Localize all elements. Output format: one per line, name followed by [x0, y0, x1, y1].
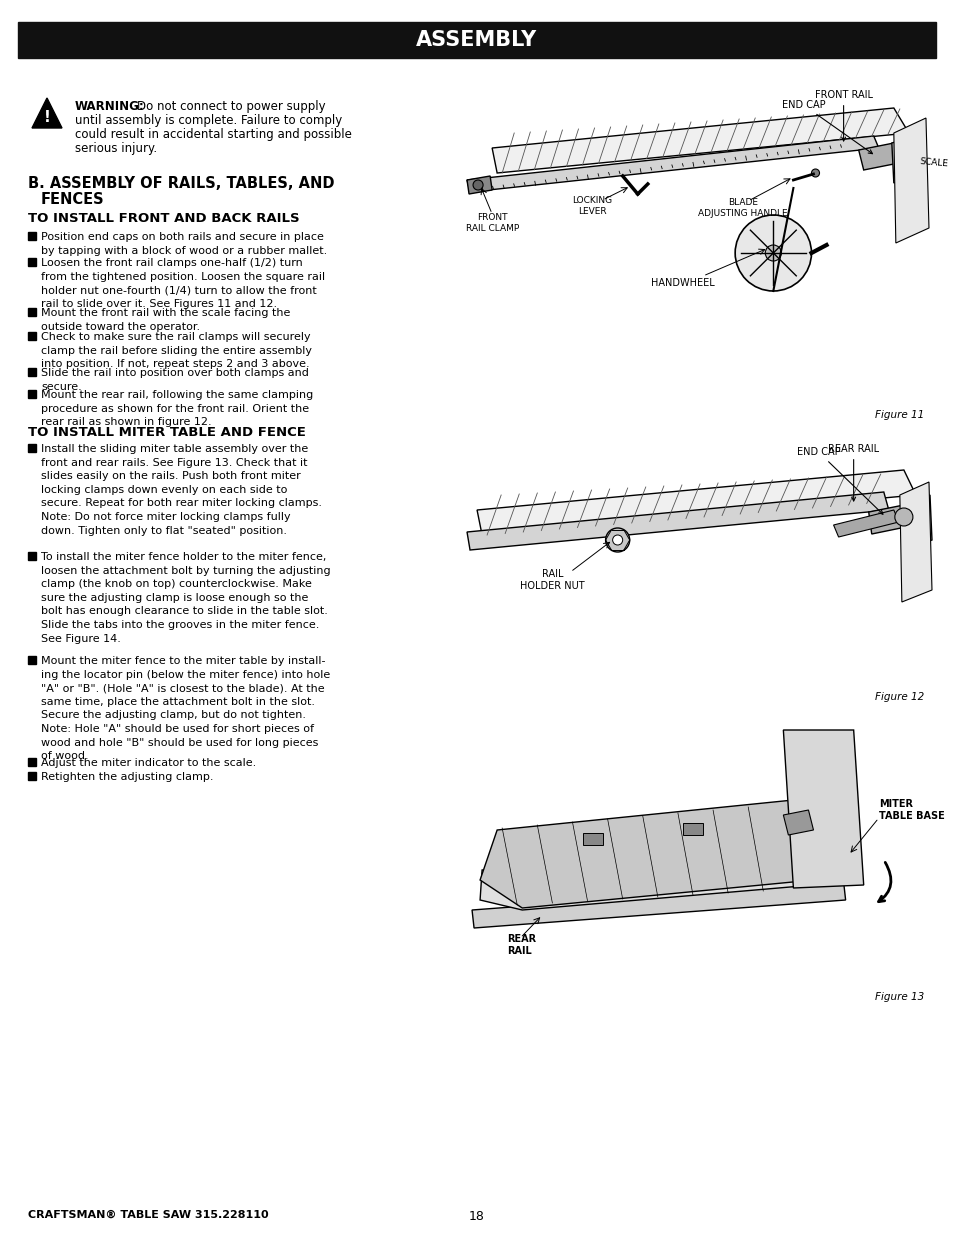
Polygon shape	[479, 840, 853, 909]
Polygon shape	[891, 133, 925, 183]
Bar	[28, 655, 36, 664]
Text: Retighten the adjusting clamp.: Retighten the adjusting clamp.	[41, 772, 213, 782]
Text: Figure 13: Figure 13	[874, 992, 923, 1002]
Polygon shape	[893, 118, 928, 243]
Text: To install the miter fence holder to the miter fence,
loosen the attachment bolt: To install the miter fence holder to the…	[41, 553, 331, 643]
Bar	[28, 309, 36, 316]
Polygon shape	[868, 506, 905, 534]
Text: FRONT RAIL: FRONT RAIL	[814, 90, 872, 141]
Bar	[28, 553, 36, 560]
Polygon shape	[899, 482, 931, 602]
Text: FENCES: FENCES	[41, 192, 105, 207]
Text: FRONT
RAIL CLAMP: FRONT RAIL CLAMP	[465, 213, 518, 233]
Text: LOCKING
LEVER: LOCKING LEVER	[572, 196, 612, 216]
Text: Loosen the front rail clamps one-half (1/2) turn
from the tightened position. Lo: Loosen the front rail clamps one-half (1…	[41, 258, 325, 309]
Text: WARNING:: WARNING:	[75, 100, 145, 113]
Text: Figure 12: Figure 12	[874, 693, 923, 703]
Text: Install the sliding miter table assembly over the
front and rear rails. See Figu: Install the sliding miter table assembly…	[41, 444, 322, 535]
Text: could result in accidental starting and possible: could result in accidental starting and …	[75, 128, 352, 141]
Bar	[28, 332, 36, 339]
Polygon shape	[479, 800, 833, 908]
Text: END CAP: END CAP	[796, 447, 882, 514]
Polygon shape	[472, 882, 844, 928]
Circle shape	[764, 245, 781, 261]
Text: END CAP: END CAP	[781, 100, 872, 154]
Text: until assembly is complete. Failure to comply: until assembly is complete. Failure to c…	[75, 114, 342, 128]
Text: Do not connect to power supply: Do not connect to power supply	[137, 100, 325, 113]
Bar	[28, 444, 36, 452]
Text: Position end caps on both rails and secure in place
by tapping with a block of w: Position end caps on both rails and secu…	[41, 232, 327, 255]
Text: B. ASSEMBLY OF RAILS, TABLES, AND: B. ASSEMBLY OF RAILS, TABLES, AND	[28, 176, 335, 191]
Text: Slide the rail into position over both clamps and
secure.: Slide the rail into position over both c…	[41, 368, 309, 392]
Bar	[28, 232, 36, 240]
Text: 18: 18	[469, 1211, 484, 1223]
Polygon shape	[476, 470, 915, 535]
Text: SCALE: SCALE	[918, 157, 947, 169]
Bar	[682, 823, 702, 835]
Circle shape	[894, 508, 912, 527]
Polygon shape	[32, 98, 62, 128]
Bar	[28, 390, 36, 398]
Text: BLADE
ADJUSTING HANDLE: BLADE ADJUSTING HANDLE	[698, 198, 787, 218]
Bar	[28, 758, 36, 766]
Bar	[18, 22, 935, 58]
Polygon shape	[782, 810, 813, 835]
Text: Mount the rear rail, following the same clamping
procedure as shown for the fron: Mount the rear rail, following the same …	[41, 390, 313, 427]
Text: Mount the front rail with the scale facing the
outside toward the operator.: Mount the front rail with the scale faci…	[41, 309, 290, 332]
Text: !: !	[44, 110, 51, 125]
Polygon shape	[858, 142, 898, 170]
Bar	[28, 258, 36, 266]
Bar	[28, 368, 36, 375]
Text: serious injury.: serious injury.	[75, 142, 157, 155]
Circle shape	[735, 216, 811, 291]
Text: REAR RAIL: REAR RAIL	[827, 444, 879, 501]
Text: TO INSTALL MITER TABLE AND FENCE: TO INSTALL MITER TABLE AND FENCE	[28, 426, 306, 439]
Circle shape	[811, 169, 819, 177]
Circle shape	[612, 535, 622, 545]
Text: Check to make sure the rail clamps will securely
clamp the rail before sliding t: Check to make sure the rail clamps will …	[41, 332, 312, 369]
Text: CRAFTSMAN® TABLE SAW 315.228110: CRAFTSMAN® TABLE SAW 315.228110	[28, 1211, 269, 1220]
Polygon shape	[901, 496, 931, 550]
Text: TO INSTALL FRONT AND BACK RAILS: TO INSTALL FRONT AND BACK RAILS	[28, 212, 299, 225]
Polygon shape	[833, 510, 898, 536]
Text: RAIL
HOLDER NUT: RAIL HOLDER NUT	[519, 569, 584, 591]
Polygon shape	[467, 176, 492, 195]
Circle shape	[473, 180, 482, 190]
Text: ASSEMBLY: ASSEMBLY	[416, 30, 537, 50]
Text: MITER
TABLE BASE: MITER TABLE BASE	[878, 799, 943, 821]
Text: Figure 11: Figure 11	[874, 410, 923, 420]
Bar	[582, 833, 602, 845]
Circle shape	[605, 528, 629, 553]
Polygon shape	[467, 492, 888, 550]
Polygon shape	[492, 108, 908, 173]
Text: Mount the miter fence to the miter table by install-
ing the locator pin (below : Mount the miter fence to the miter table…	[41, 655, 330, 761]
Text: REAR
RAIL: REAR RAIL	[507, 934, 536, 957]
Polygon shape	[467, 136, 878, 192]
Text: Adjust the miter indicator to the scale.: Adjust the miter indicator to the scale.	[41, 758, 256, 768]
Bar	[28, 772, 36, 781]
Text: HANDWHEEL: HANDWHEEL	[650, 278, 714, 287]
Polygon shape	[782, 730, 862, 888]
